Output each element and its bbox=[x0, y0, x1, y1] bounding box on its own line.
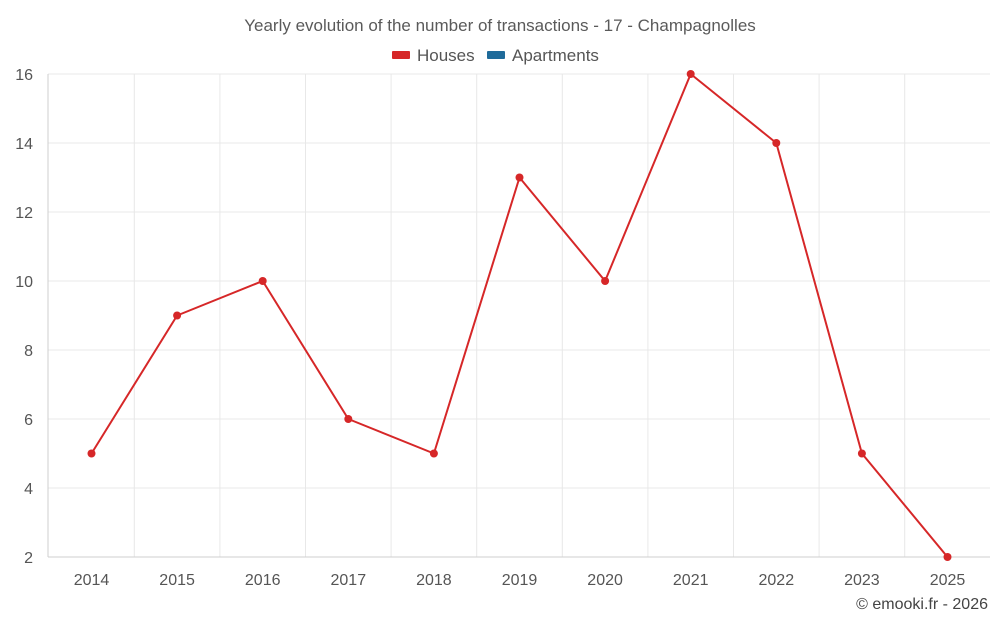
series-layer bbox=[87, 70, 952, 561]
x-tick-label: 2015 bbox=[159, 572, 195, 589]
x-tick-label: 2020 bbox=[587, 572, 623, 589]
y-tick-label: 12 bbox=[15, 205, 33, 222]
data-point-houses[interactable] bbox=[857, 449, 866, 458]
data-point-houses[interactable] bbox=[429, 449, 438, 458]
x-tick-label: 2017 bbox=[331, 572, 367, 589]
legend-swatch-houses bbox=[392, 51, 410, 59]
data-point-houses[interactable] bbox=[686, 70, 695, 78]
legend-item-houses[interactable]: Houses bbox=[392, 46, 475, 65]
x-tick-label: 2018 bbox=[416, 572, 452, 589]
data-point-houses[interactable] bbox=[87, 449, 96, 458]
y-tick-label: 2 bbox=[24, 550, 33, 567]
data-point-houses[interactable] bbox=[344, 415, 353, 423]
x-tick-label: 2014 bbox=[74, 572, 110, 589]
chart-title: Yearly evolution of the number of transa… bbox=[244, 16, 756, 35]
legend-item-apartments[interactable]: Apartments bbox=[487, 46, 599, 65]
y-tick-label: 14 bbox=[15, 136, 33, 153]
legend: Houses Apartments bbox=[392, 46, 599, 65]
grid bbox=[48, 73, 990, 557]
data-point-houses[interactable] bbox=[601, 277, 610, 285]
x-tick-label: 2019 bbox=[502, 572, 538, 589]
axes: 2 4 6 8 10 12 14 16 2014 2015 2016 2017 2018 2019 2020… bbox=[15, 67, 990, 589]
data-point-houses[interactable] bbox=[515, 173, 524, 182]
y-tick-label: 8 bbox=[24, 343, 33, 360]
y-tick-label: 6 bbox=[24, 412, 33, 429]
credit-text: © emooki.fr - 2026 bbox=[856, 596, 988, 613]
x-tick-label: 2016 bbox=[245, 572, 281, 589]
y-tick-label: 4 bbox=[24, 481, 33, 498]
data-point-houses[interactable] bbox=[173, 311, 182, 320]
legend-swatch-apartments bbox=[487, 51, 505, 59]
x-tick-label: 2025 bbox=[930, 572, 966, 589]
x-tick-label: 2022 bbox=[759, 572, 795, 589]
x-tick-label: 2023 bbox=[844, 572, 880, 589]
legend-label-houses: Houses bbox=[417, 46, 475, 65]
data-point-houses[interactable] bbox=[943, 553, 952, 561]
data-point-houses[interactable] bbox=[258, 277, 267, 285]
legend-label-apartments: Apartments bbox=[512, 46, 599, 65]
data-point-houses[interactable] bbox=[772, 139, 781, 147]
y-tick-label: 16 bbox=[15, 67, 33, 84]
y-tick-label: 10 bbox=[15, 274, 33, 291]
x-tick-label: 2021 bbox=[673, 572, 709, 589]
